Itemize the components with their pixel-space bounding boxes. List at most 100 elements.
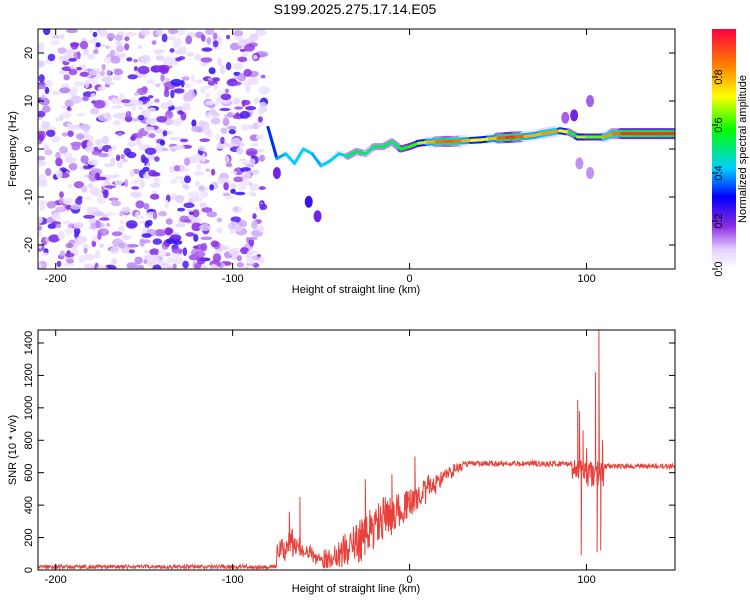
noise-cell <box>187 208 193 213</box>
ridge-segment <box>266 125 279 161</box>
noise-cell <box>112 75 122 81</box>
noise-cell <box>126 151 137 159</box>
noise-cell <box>174 223 186 228</box>
noise-cell <box>167 35 177 41</box>
noise-cell <box>133 100 144 106</box>
spectral-blob <box>561 111 570 124</box>
noise-cell <box>215 143 226 150</box>
noise-cell <box>145 144 151 148</box>
ridge-segment <box>328 152 341 163</box>
noise-cell <box>106 82 115 86</box>
noise-cell <box>233 176 244 183</box>
noise-cell <box>183 219 192 223</box>
noise-cell <box>223 182 229 191</box>
noise-cell <box>59 250 65 257</box>
noise-cell <box>103 111 111 119</box>
noise-cell <box>39 97 50 106</box>
noise-cell <box>143 126 155 132</box>
noise-cell <box>162 130 168 137</box>
noise-cell <box>240 180 253 186</box>
noise-cell <box>236 255 242 262</box>
noise-cell <box>83 263 93 269</box>
noise-cell <box>191 119 197 127</box>
noise-cell <box>253 97 260 104</box>
noise-cell <box>164 77 170 83</box>
noise-cell <box>174 256 184 265</box>
noise-cell <box>61 111 72 119</box>
noise-cell <box>79 71 89 77</box>
snr-frame <box>37 329 676 571</box>
noise-cell <box>154 83 161 88</box>
noise-cell <box>226 34 231 40</box>
noise-cell <box>130 181 139 185</box>
snr-x-axis-label: Height of straight line (km) <box>292 583 420 595</box>
noise-cell <box>58 114 64 122</box>
noise-cell <box>216 217 223 223</box>
noise-cell <box>210 240 219 248</box>
noise-cell <box>220 127 228 134</box>
noise-cell <box>219 180 232 185</box>
noise-cell <box>199 190 209 198</box>
noise-cell <box>238 158 247 162</box>
noise-cell <box>164 110 174 120</box>
noise-cell <box>188 197 194 204</box>
noise-cell <box>252 192 257 197</box>
noise-cell <box>88 207 101 212</box>
noise-cell <box>130 191 142 198</box>
noise-cell <box>205 92 211 98</box>
noise-cell <box>239 219 248 228</box>
colorbar: 0.0 0.2 0.4 0.6 0.8 Normalized spectral ampl… <box>712 29 749 277</box>
x-tick-label: 0 <box>407 273 413 285</box>
noise-cell <box>114 34 123 42</box>
noise-cell <box>159 139 166 146</box>
noise-cell <box>97 152 110 158</box>
noise-cell <box>205 29 215 35</box>
noise-cell <box>183 202 195 209</box>
noise-cell <box>164 86 169 93</box>
noise-cell <box>69 42 80 47</box>
noise-cell <box>82 95 89 102</box>
noise-cell <box>204 111 212 119</box>
noise-cell <box>113 68 123 76</box>
noise-cell <box>209 184 215 191</box>
noise-cell <box>38 160 46 167</box>
spectral-blob <box>575 157 584 170</box>
noise-cell <box>140 154 146 164</box>
noise-cell <box>258 86 270 95</box>
colorbar-tick-label: 0.8 <box>713 69 725 84</box>
noise-cell <box>112 112 125 119</box>
noise-cell <box>175 195 184 204</box>
noise-cell <box>170 78 183 86</box>
noise-cell <box>203 85 212 89</box>
noise-cell <box>257 116 263 123</box>
noise-cell <box>38 179 45 187</box>
noise-cell <box>116 160 124 169</box>
noise-cell <box>44 80 53 87</box>
noise-cell <box>236 147 244 155</box>
noise-cell <box>236 262 245 268</box>
noise-cell <box>135 264 145 269</box>
noise-cell <box>70 95 82 104</box>
noise-cell <box>171 253 180 258</box>
noise-cell <box>141 233 152 239</box>
noise-cell <box>64 157 77 163</box>
noise-cell <box>239 110 250 119</box>
noise-cell <box>227 112 235 117</box>
noise-cell <box>88 173 98 182</box>
noise-cell <box>155 29 163 37</box>
noise-cell <box>149 182 161 188</box>
colorbar-gradient <box>712 29 736 269</box>
noise-cell <box>232 97 241 105</box>
noise-cell <box>125 32 137 37</box>
noise-cell <box>245 106 257 111</box>
noise-cell <box>82 243 89 249</box>
noise-cell <box>104 180 111 184</box>
noise-cell <box>137 65 150 75</box>
noise-cell <box>198 184 206 193</box>
noise-cell <box>99 243 105 249</box>
noise-cell <box>59 146 68 154</box>
ridge-segment <box>337 152 350 158</box>
noise-cell <box>241 51 249 57</box>
